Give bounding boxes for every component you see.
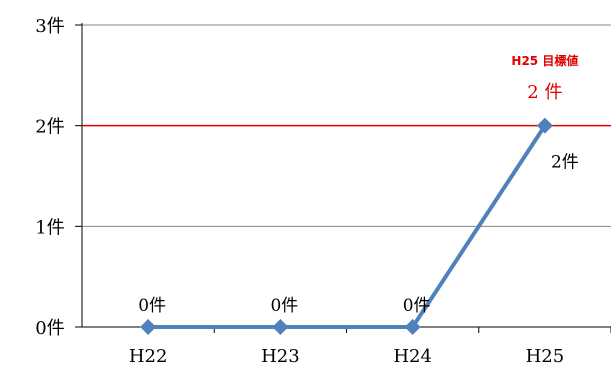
y-tick-label: 3件 <box>35 16 64 37</box>
x-tick-label: H22 <box>129 346 168 367</box>
target-value: 2 件 <box>527 82 562 103</box>
target-title: H25 目標値 <box>511 53 578 68</box>
target-annotation: H25 目標値 2 件 <box>82 53 611 127</box>
labels: 0件 1件 2件 3件 H22 H23 H24 H25 0件 0件 0件 2件 <box>35 16 579 367</box>
x-tick-label: H24 <box>393 346 432 367</box>
data-point-marker <box>140 319 157 335</box>
y-tick-label: 1件 <box>35 217 64 238</box>
data-point-marker <box>404 319 421 335</box>
data-label: 0件 <box>403 296 431 316</box>
y-tick-label: 0件 <box>35 318 64 339</box>
series-layer <box>140 117 553 335</box>
data-point-marker <box>272 319 289 335</box>
data-label: 0件 <box>138 296 166 316</box>
data-point-marker <box>536 117 553 134</box>
data-label: 2件 <box>551 153 579 173</box>
y-tick-label: 2件 <box>35 117 64 138</box>
data-label: 0件 <box>270 296 298 316</box>
x-tick-label: H23 <box>261 346 300 367</box>
series-line <box>146 123 547 329</box>
axes <box>75 23 611 333</box>
x-tick-label: H25 <box>526 346 565 367</box>
